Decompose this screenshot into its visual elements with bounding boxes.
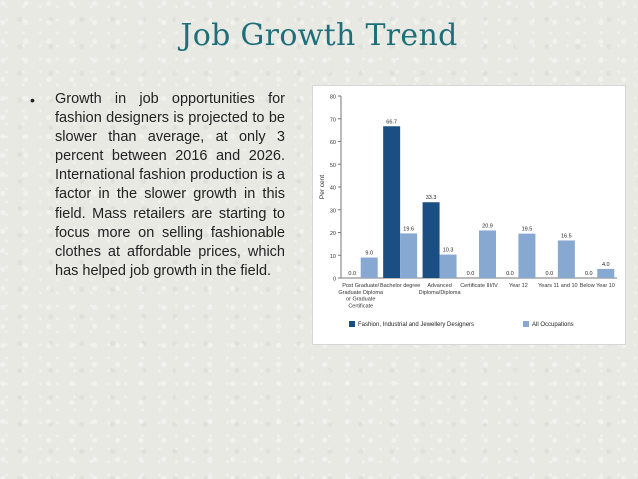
legend-label: Fashion, Industrial and Jewellery Design… — [358, 322, 474, 328]
category-label: Bachelor degree — [380, 283, 420, 289]
data-label: 20.9 — [482, 223, 493, 229]
category-label: Years 11 and 10 — [538, 283, 577, 289]
category-label: Post Graduate/Graduate Diploma or Graduat… — [338, 283, 384, 309]
y-tick-label: 40 — [330, 186, 336, 192]
y-tick-label: 50 — [330, 163, 336, 169]
data-label: 0.0 — [506, 271, 514, 277]
data-label: 10.3 — [443, 248, 454, 254]
data-label: 4.0 — [602, 262, 610, 268]
data-label: 66.7 — [386, 119, 397, 125]
data-label: 0.0 — [467, 271, 475, 277]
bullet-list: • Growth in job opportunities for fashio… — [30, 90, 285, 281]
bullet-text: Growth in job opportunities for fashion … — [55, 91, 285, 279]
y-tick-label: 80 — [330, 95, 336, 101]
data-label: 9.0 — [365, 251, 373, 257]
category-label-line: or Graduate — [346, 297, 375, 303]
category-label: Below Year 10 — [580, 283, 615, 289]
bar — [383, 126, 401, 278]
category-label: Year 12 — [509, 283, 528, 289]
data-label: 19.5 — [522, 227, 533, 233]
slide-title: Job Growth Trend — [180, 18, 458, 53]
y-axis-title: Per cent — [319, 175, 326, 199]
legend-swatch — [523, 321, 529, 327]
data-label: 19.6 — [403, 226, 414, 232]
bar-chart-svg: 0 10 20 30 40 50 60 70 80 Per cent 0.0 9.0 Post Grad… — [319, 95, 617, 328]
category-label-line: Bachelor degree — [380, 283, 420, 289]
y-tick-label: 0 — [333, 277, 336, 283]
category-label: Certificate III/IV — [460, 283, 498, 289]
category-label-line: Graduate Diploma — [338, 290, 384, 296]
bullet-glyph: • — [30, 92, 35, 108]
category-label-line: Years 11 and 10 — [538, 283, 577, 289]
data-label: 0.0 — [546, 271, 554, 277]
category-label-line: Diploma/Diploma — [419, 290, 462, 296]
category-label: Advanced Diploma/Diploma — [419, 283, 462, 296]
data-label: 33.3 — [426, 195, 437, 201]
data-label: 16.5 — [561, 233, 572, 239]
bar — [360, 257, 378, 278]
y-tick-label: 20 — [330, 231, 336, 237]
bar — [400, 233, 418, 278]
bar — [597, 268, 615, 278]
bar — [422, 202, 440, 278]
bar — [557, 240, 575, 278]
category-label-line: Certificate — [348, 303, 373, 309]
bar — [479, 230, 496, 278]
y-tick-label: 10 — [330, 254, 336, 260]
legend-label: All Occupations — [532, 322, 574, 328]
bar-chart: 0 10 20 30 40 50 60 70 80 Per cent 0.0 9.0 Post Grad… — [312, 85, 626, 345]
category-label-line: Below Year 10 — [580, 283, 615, 289]
y-tick-label: 60 — [330, 140, 336, 146]
category-label-line: Year 12 — [509, 283, 528, 289]
y-tick-label: 30 — [330, 208, 336, 214]
data-label: 0.0 — [585, 271, 593, 277]
category-label-line: Advanced — [427, 283, 451, 289]
category-label-line: Certificate III/IV — [460, 283, 498, 289]
y-tick-label: 70 — [330, 117, 336, 123]
category-label-line: Post Graduate/ — [342, 283, 379, 289]
bar — [518, 233, 536, 278]
bar — [439, 254, 457, 278]
legend-swatch — [349, 321, 355, 327]
data-label: 0.0 — [348, 271, 356, 277]
